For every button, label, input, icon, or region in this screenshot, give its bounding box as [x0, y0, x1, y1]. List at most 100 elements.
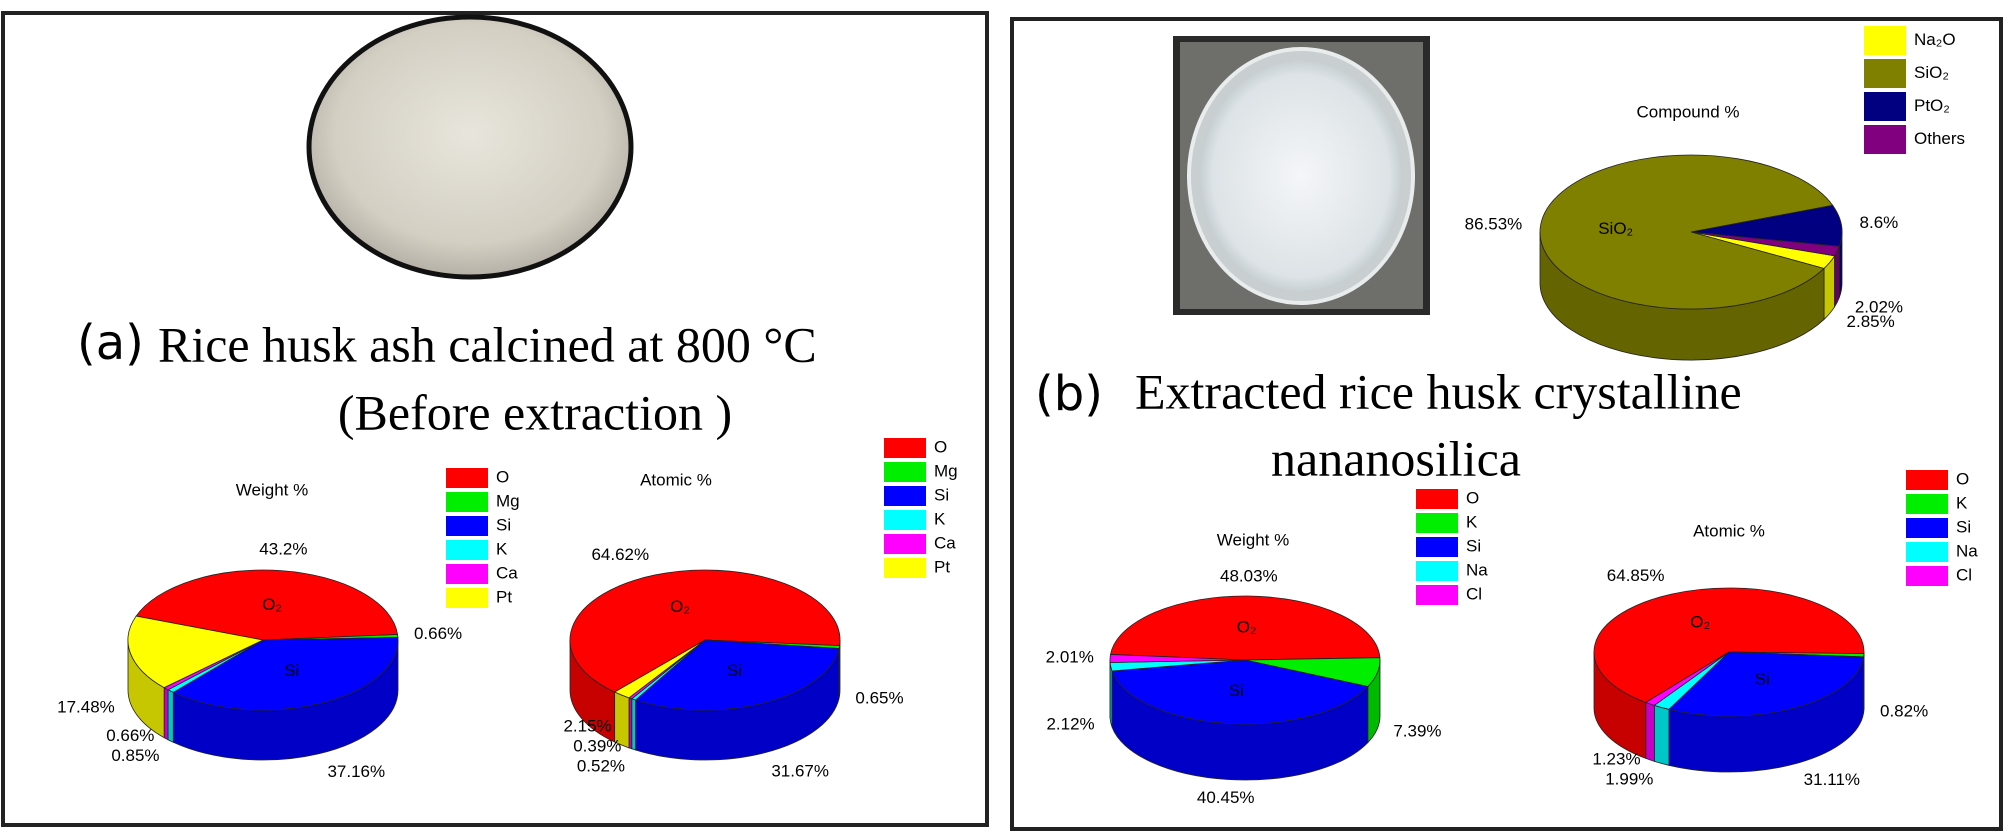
legend-label: O — [1956, 469, 1969, 488]
panel-frame — [1, 11, 989, 827]
slice-label: Si — [727, 661, 742, 680]
legend-swatch — [1864, 26, 1906, 55]
legend-swatch — [884, 438, 926, 458]
slice-label: Si — [1229, 681, 1244, 700]
value-label: 2.02% — [1855, 297, 1903, 316]
panel-caption: Rice husk ash calcined at 800 °C — [158, 316, 817, 372]
value-label: 2.85% — [1847, 312, 1895, 331]
legend-swatch — [1416, 537, 1458, 557]
legend-label: Mg — [496, 491, 520, 510]
legend-swatch — [1864, 125, 1906, 154]
legend-swatch — [1906, 470, 1948, 490]
value-label: 1.23% — [1592, 750, 1640, 769]
pie-slice — [135, 569, 399, 641]
pie-slice-side — [631, 698, 636, 751]
slice-label: Si — [284, 661, 299, 680]
pie-slice — [127, 615, 265, 689]
value-label: 0.66% — [106, 726, 154, 745]
legend-label: Pt — [496, 587, 512, 606]
chart-title: Atomic % — [1693, 521, 1765, 540]
panel-caption: (Before extraction ) — [338, 384, 732, 440]
legend-swatch — [1906, 494, 1948, 514]
chart-title: Weight % — [1217, 530, 1289, 549]
legend-swatch — [1416, 585, 1458, 605]
pie-slice-side — [167, 689, 174, 743]
legend-swatch — [446, 492, 488, 512]
pie-slice — [1111, 659, 1369, 725]
pie — [1593, 587, 1865, 773]
legend-label: Others — [1914, 129, 1965, 148]
pie — [569, 569, 841, 761]
legend-label: Si — [1466, 536, 1481, 555]
pie — [1109, 595, 1381, 781]
slice-label: Si — [1755, 669, 1770, 688]
panel-caption: nananosilica — [1271, 430, 1521, 486]
pie-slice-side — [163, 686, 169, 741]
pie-slice-side — [1653, 704, 1670, 766]
panel-label: (b) — [1035, 366, 1103, 422]
legend-swatch — [446, 588, 488, 608]
panel-label: (a) — [77, 315, 144, 371]
value-label: 8.6% — [1860, 213, 1899, 232]
legend-swatch — [1906, 566, 1948, 586]
slice-label: SiO₂ — [1598, 219, 1633, 238]
legend-label: Pt — [934, 557, 950, 576]
pie-slice — [613, 639, 706, 699]
legend-label: Na — [1956, 541, 1978, 560]
slice-label: O₂ — [262, 595, 282, 614]
legend-swatch — [1416, 513, 1458, 533]
value-label: 17.48% — [57, 698, 115, 717]
value-label: 2.12% — [1046, 714, 1094, 733]
legend-label: O — [934, 437, 947, 456]
chart-title: Atomic % — [640, 470, 712, 489]
legend-label: SiO₂ — [1914, 63, 1949, 82]
legend-label: Mg — [934, 461, 958, 480]
legend-label: O — [496, 467, 509, 486]
pie-slice-side — [1645, 701, 1655, 762]
legend-label: K — [496, 539, 508, 558]
pie-slice — [1593, 587, 1865, 703]
value-label: 1.99% — [1605, 770, 1653, 789]
legend-swatch — [1864, 59, 1906, 88]
legend-swatch — [884, 486, 926, 506]
value-label: 0.66% — [414, 624, 462, 643]
pie-slice — [172, 637, 399, 711]
pie-slice-side — [628, 697, 633, 750]
value-label: 0.85% — [111, 746, 159, 765]
legend-label: Cl — [1956, 565, 1972, 584]
slice-label: O₂ — [670, 597, 690, 616]
value-label: 48.03% — [1220, 566, 1278, 585]
pie-slice — [634, 639, 840, 711]
legend-swatch — [1416, 561, 1458, 581]
pie — [1539, 154, 1843, 361]
value-label: 0.52% — [577, 757, 625, 776]
pie-slice — [1690, 231, 1840, 257]
pie-slice — [569, 569, 841, 693]
legend-swatch — [446, 468, 488, 488]
legend-label: Ca — [496, 563, 518, 582]
legend-label: Si — [934, 485, 949, 504]
legend-swatch — [884, 558, 926, 578]
value-label: 31.11% — [1804, 770, 1860, 789]
panel-frame — [1010, 17, 2003, 831]
value-label: 64.62% — [591, 545, 649, 564]
legend-label: Ca — [934, 533, 956, 552]
legend-label: Si — [1956, 517, 1971, 536]
slice-label: O₂ — [1237, 617, 1257, 636]
legend-swatch — [884, 534, 926, 554]
value-label: 64.85% — [1607, 566, 1665, 585]
legend-label: Si — [496, 515, 511, 534]
value-label: 0.39% — [573, 737, 621, 756]
value-label: 2.01% — [1046, 647, 1094, 666]
legend-swatch — [884, 510, 926, 530]
panel-caption: Extracted rice husk crystalline — [1135, 363, 1742, 419]
value-label: 31.67% — [771, 761, 829, 780]
value-label: 37.16% — [327, 762, 385, 781]
legend-swatch — [884, 462, 926, 482]
pie-slice — [1110, 595, 1381, 661]
legend-swatch — [446, 516, 488, 536]
value-label: 2.15% — [563, 717, 611, 736]
legend-swatch — [1416, 489, 1458, 509]
legend-swatch — [1864, 92, 1906, 121]
